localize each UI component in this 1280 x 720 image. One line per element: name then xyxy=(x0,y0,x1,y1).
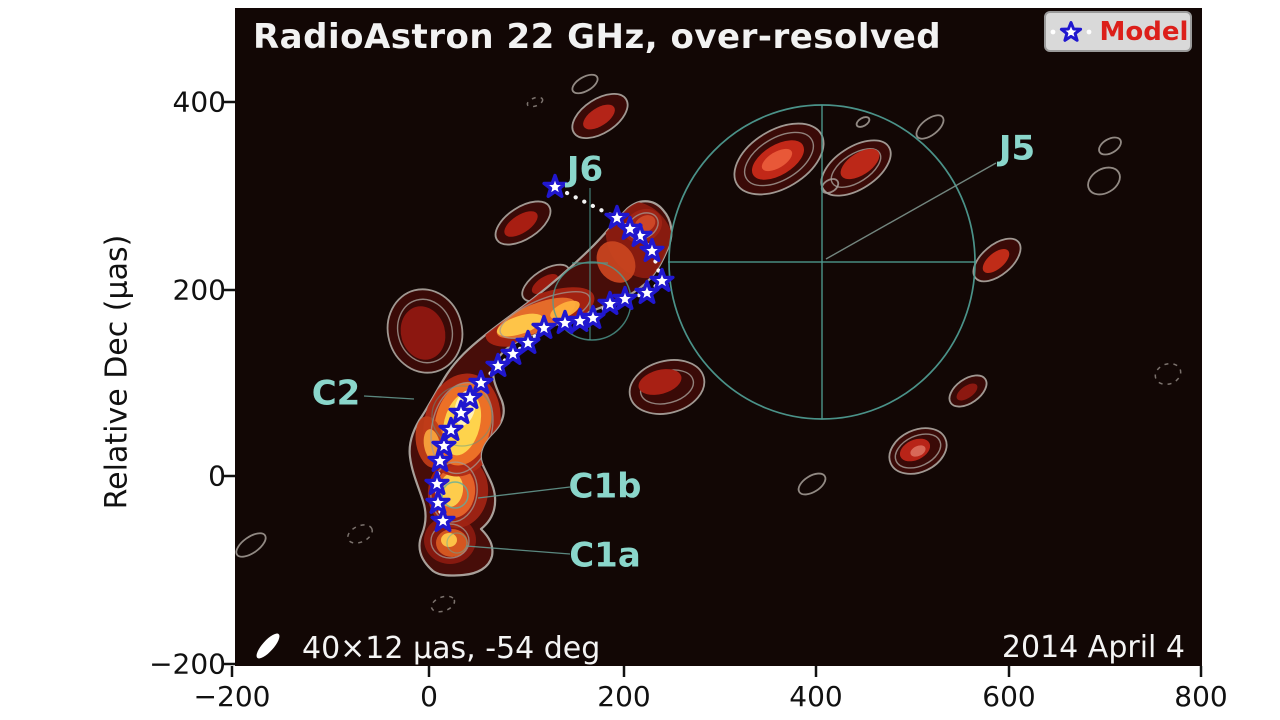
component-labels: J6 J5 C2 C1b C1a xyxy=(312,129,1035,576)
model-star-marker xyxy=(604,204,630,229)
model-star-marker xyxy=(430,507,456,532)
beam xyxy=(256,633,280,659)
model-star-marker xyxy=(425,489,451,514)
model-star-marker xyxy=(612,285,638,310)
model-star-marker xyxy=(649,267,675,292)
date-label: 2014 April 4 xyxy=(1001,630,1185,665)
contour-blobs xyxy=(235,73,1182,613)
model-star-marker xyxy=(531,314,557,339)
model-star-marker xyxy=(542,173,568,198)
figure-title: RadioAstron 22 GHz, over-resolved xyxy=(253,17,942,57)
component-label-j5: J5 xyxy=(997,129,1035,169)
beam-ellipse xyxy=(256,633,280,659)
x-tick-label: 800 xyxy=(1174,680,1228,713)
model-star-marker xyxy=(515,329,541,354)
model-star-marker xyxy=(639,237,665,262)
j5-pointer-line xyxy=(825,162,997,260)
y-tick-label: −200 xyxy=(149,647,226,681)
component-label-c2: C2 xyxy=(312,374,361,414)
beam-size-label: 40×12 μas, -54 deg xyxy=(302,631,601,666)
x-tick-label: 200 xyxy=(597,680,651,713)
c1a-component-circle xyxy=(446,532,468,554)
model-star-marker xyxy=(448,399,474,424)
y-tick-label: 200 xyxy=(172,273,226,307)
legend-box: Model xyxy=(1044,11,1192,52)
model-star-marker xyxy=(424,470,450,495)
component-label-c1a: C1a xyxy=(569,536,641,576)
x-tick-label: 400 xyxy=(789,680,843,713)
axis-tick-marks xyxy=(224,100,1203,677)
model-star-marker xyxy=(468,369,494,394)
model-star-marker xyxy=(580,304,606,329)
component-label-j6: J6 xyxy=(565,150,603,190)
y-tick-label: 0 xyxy=(208,459,226,493)
x-tick-label: 600 xyxy=(982,680,1036,713)
legend-label: Model xyxy=(1099,16,1189,47)
model-stars xyxy=(424,173,675,532)
model-star-marker xyxy=(427,447,453,472)
x-tick-label: 0 xyxy=(420,680,438,713)
annotation-lines xyxy=(363,395,571,555)
x-tick-label: −200 xyxy=(193,680,271,713)
model-star-marker xyxy=(431,432,457,457)
model-star-icon xyxy=(1050,20,1091,42)
c2-component-circle xyxy=(431,385,493,447)
component-label-c1b: C1b xyxy=(569,467,642,507)
model-star-marker xyxy=(438,416,464,441)
c1b-component-circle xyxy=(441,481,469,509)
y-tick-label: 400 xyxy=(172,85,226,119)
model-star-marker xyxy=(457,384,483,409)
